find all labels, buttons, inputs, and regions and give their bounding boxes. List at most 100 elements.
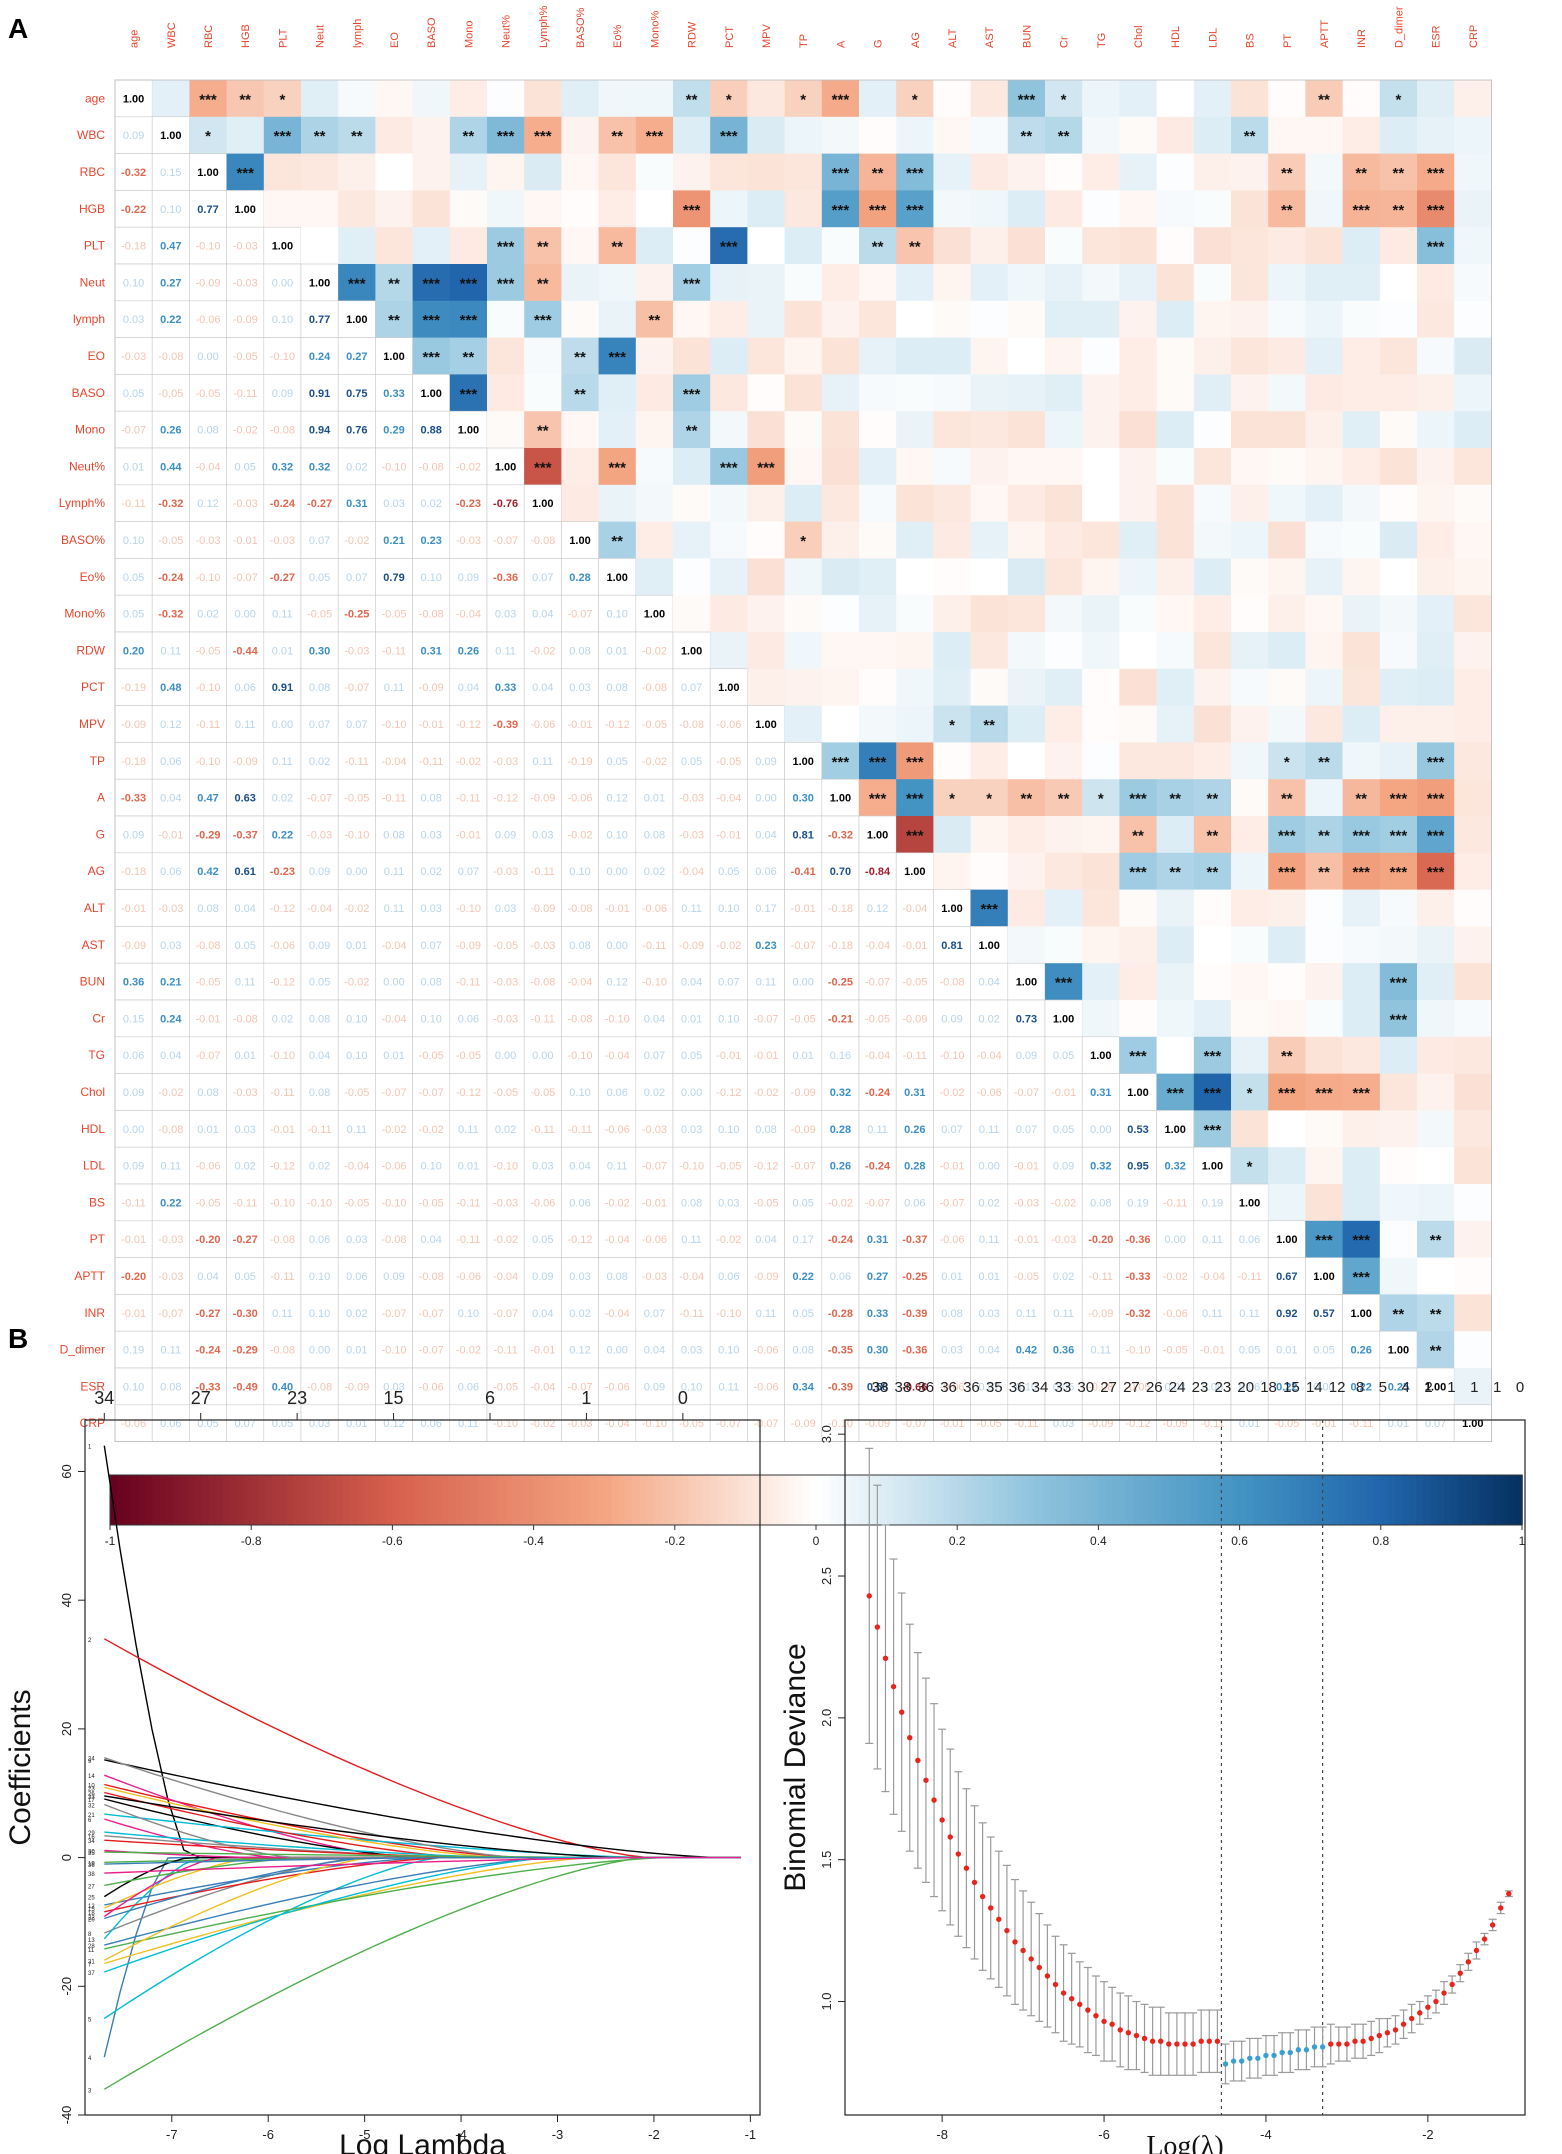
deviance-point	[947, 1834, 953, 1840]
correlation-value: 0.44	[160, 461, 182, 473]
colorbar-segment	[173, 1475, 182, 1525]
heatmap-cell	[412, 116, 451, 155]
colorbar-segment	[463, 1475, 471, 1525]
correlation-value: -0.36	[1125, 1234, 1150, 1246]
heatmap-cell-lower	[300, 374, 339, 412]
row-label: BASO%	[61, 533, 105, 547]
colorbar-segment	[1147, 1475, 1156, 1525]
significance-stars: **	[1318, 864, 1330, 881]
heatmap-cell	[1268, 926, 1306, 964]
heatmap-cell	[524, 300, 562, 339]
correlation-value: -0.11	[456, 1234, 480, 1246]
deviance-point	[907, 1735, 913, 1741]
colorbar-segment	[427, 1475, 436, 1525]
heatmap-cell	[784, 484, 823, 523]
heatmap-cell-lower	[895, 1036, 934, 1074]
colorbar-segment	[688, 1475, 697, 1525]
x-tick-label: -1	[745, 2127, 757, 2142]
heatmap-cell-lower	[672, 742, 711, 780]
heatmap-cell	[1156, 484, 1195, 523]
correlation-value: -0.12	[493, 793, 518, 805]
heatmap-cell	[896, 227, 934, 265]
heatmap-cell-lower	[1081, 1257, 1120, 1295]
col-label: BASO%	[575, 7, 587, 48]
heatmap-cell-lower	[1193, 1294, 1232, 1332]
heatmap-cell-lower	[598, 999, 637, 1038]
heatmap-cell	[784, 337, 823, 375]
heatmap-cell	[1193, 337, 1232, 375]
x-axis-title: Log Lambda	[339, 2129, 506, 2154]
correlation-value: 0.00	[532, 1050, 553, 1062]
path-index-label: 14	[88, 1774, 95, 1780]
heatmap-cell-lower	[151, 1367, 190, 1406]
correlation-value: -0.11	[456, 793, 480, 805]
heatmap-cell	[1231, 374, 1269, 412]
correlation-value: -0.05	[195, 388, 220, 400]
heatmap-cell-lower	[449, 705, 488, 743]
heatmap-cell	[1007, 632, 1046, 670]
correlation-value: 0.01	[346, 1418, 367, 1430]
correlation-value: -0.06	[195, 1161, 220, 1173]
correlation-value: -0.04	[307, 903, 332, 915]
correlation-value: -0.10	[195, 756, 220, 768]
correlation-value: 0.15	[123, 1013, 144, 1025]
deviance-point	[1093, 2013, 1099, 2019]
correlation-value: -0.09	[902, 1013, 927, 1025]
heatmap-cell	[1156, 448, 1195, 486]
heatmap-cell	[1305, 1147, 1344, 1185]
correlation-value: 0.03	[569, 682, 590, 694]
correlation-value: 0.06	[606, 1087, 627, 1099]
correlation-value: -0.06	[530, 1197, 555, 1209]
heatmap-cell	[226, 153, 265, 191]
heatmap-cell-lower	[1193, 1330, 1232, 1369]
correlation-value: -0.11	[1014, 1418, 1038, 1430]
correlation-value: -0.12	[753, 1161, 778, 1173]
correlation-value: 0.00	[272, 277, 293, 289]
heatmap-cell	[970, 742, 1009, 780]
heatmap-cell	[1119, 963, 1158, 1001]
heatmap-cell	[1119, 742, 1158, 780]
correlation-value: -0.29	[195, 829, 220, 841]
deviance-point	[1481, 1936, 1488, 1942]
heatmap-cell-lower	[933, 889, 971, 927]
heatmap-cell-lower	[300, 1183, 339, 1222]
correlation-value: 0.31	[420, 645, 441, 657]
correlation-value: -0.11	[642, 940, 666, 952]
correlation-value: -0.36	[493, 572, 518, 584]
correlation-value: -0.08	[270, 1345, 295, 1357]
correlation-value: -0.02	[1163, 1271, 1188, 1283]
colorbar-segment	[872, 1475, 881, 1525]
heatmap-cell	[933, 264, 972, 302]
heatmap-cell	[1417, 1294, 1455, 1332]
deviance-point	[1376, 2032, 1382, 2039]
y-tick-label: -40	[59, 2106, 74, 2125]
heatmap-cell	[1156, 852, 1195, 891]
correlation-value: 0.61	[234, 866, 255, 878]
heatmap-cell	[189, 80, 228, 118]
row-label: Mono%	[64, 607, 105, 621]
heatmap-cell-lower	[189, 337, 227, 375]
significance-stars: ***	[534, 312, 552, 329]
heatmap-cell	[1045, 889, 1083, 927]
heatmap-cell	[1156, 632, 1195, 670]
heatmap-cell	[1342, 705, 1381, 743]
row-label: A	[97, 791, 105, 805]
correlation-value: 0.06	[569, 1197, 590, 1209]
x-tick-label: -7	[166, 2127, 178, 2142]
heatmap-cell-lower	[449, 1220, 488, 1258]
heatmap-cell	[1379, 558, 1418, 596]
colorbar-segment	[1345, 1475, 1354, 1525]
heatmap-cell	[747, 264, 786, 302]
correlation-value: -0.10	[1125, 1345, 1150, 1357]
correlation-value: -0.06	[605, 1124, 630, 1136]
heatmap-cell	[859, 632, 897, 670]
heatmap-cell-lower	[561, 1294, 599, 1332]
heatmap-cell-lower	[1081, 1110, 1120, 1148]
heatmap-cell-lower	[189, 631, 227, 670]
heatmap-cell	[1119, 264, 1158, 302]
path-index-label: 33	[88, 1795, 95, 1801]
heatmap-cell	[1156, 300, 1195, 339]
heatmap-cell	[1007, 558, 1046, 596]
correlation-value: 0.03	[532, 829, 553, 841]
correlation-value: 0.08	[309, 1087, 330, 1099]
